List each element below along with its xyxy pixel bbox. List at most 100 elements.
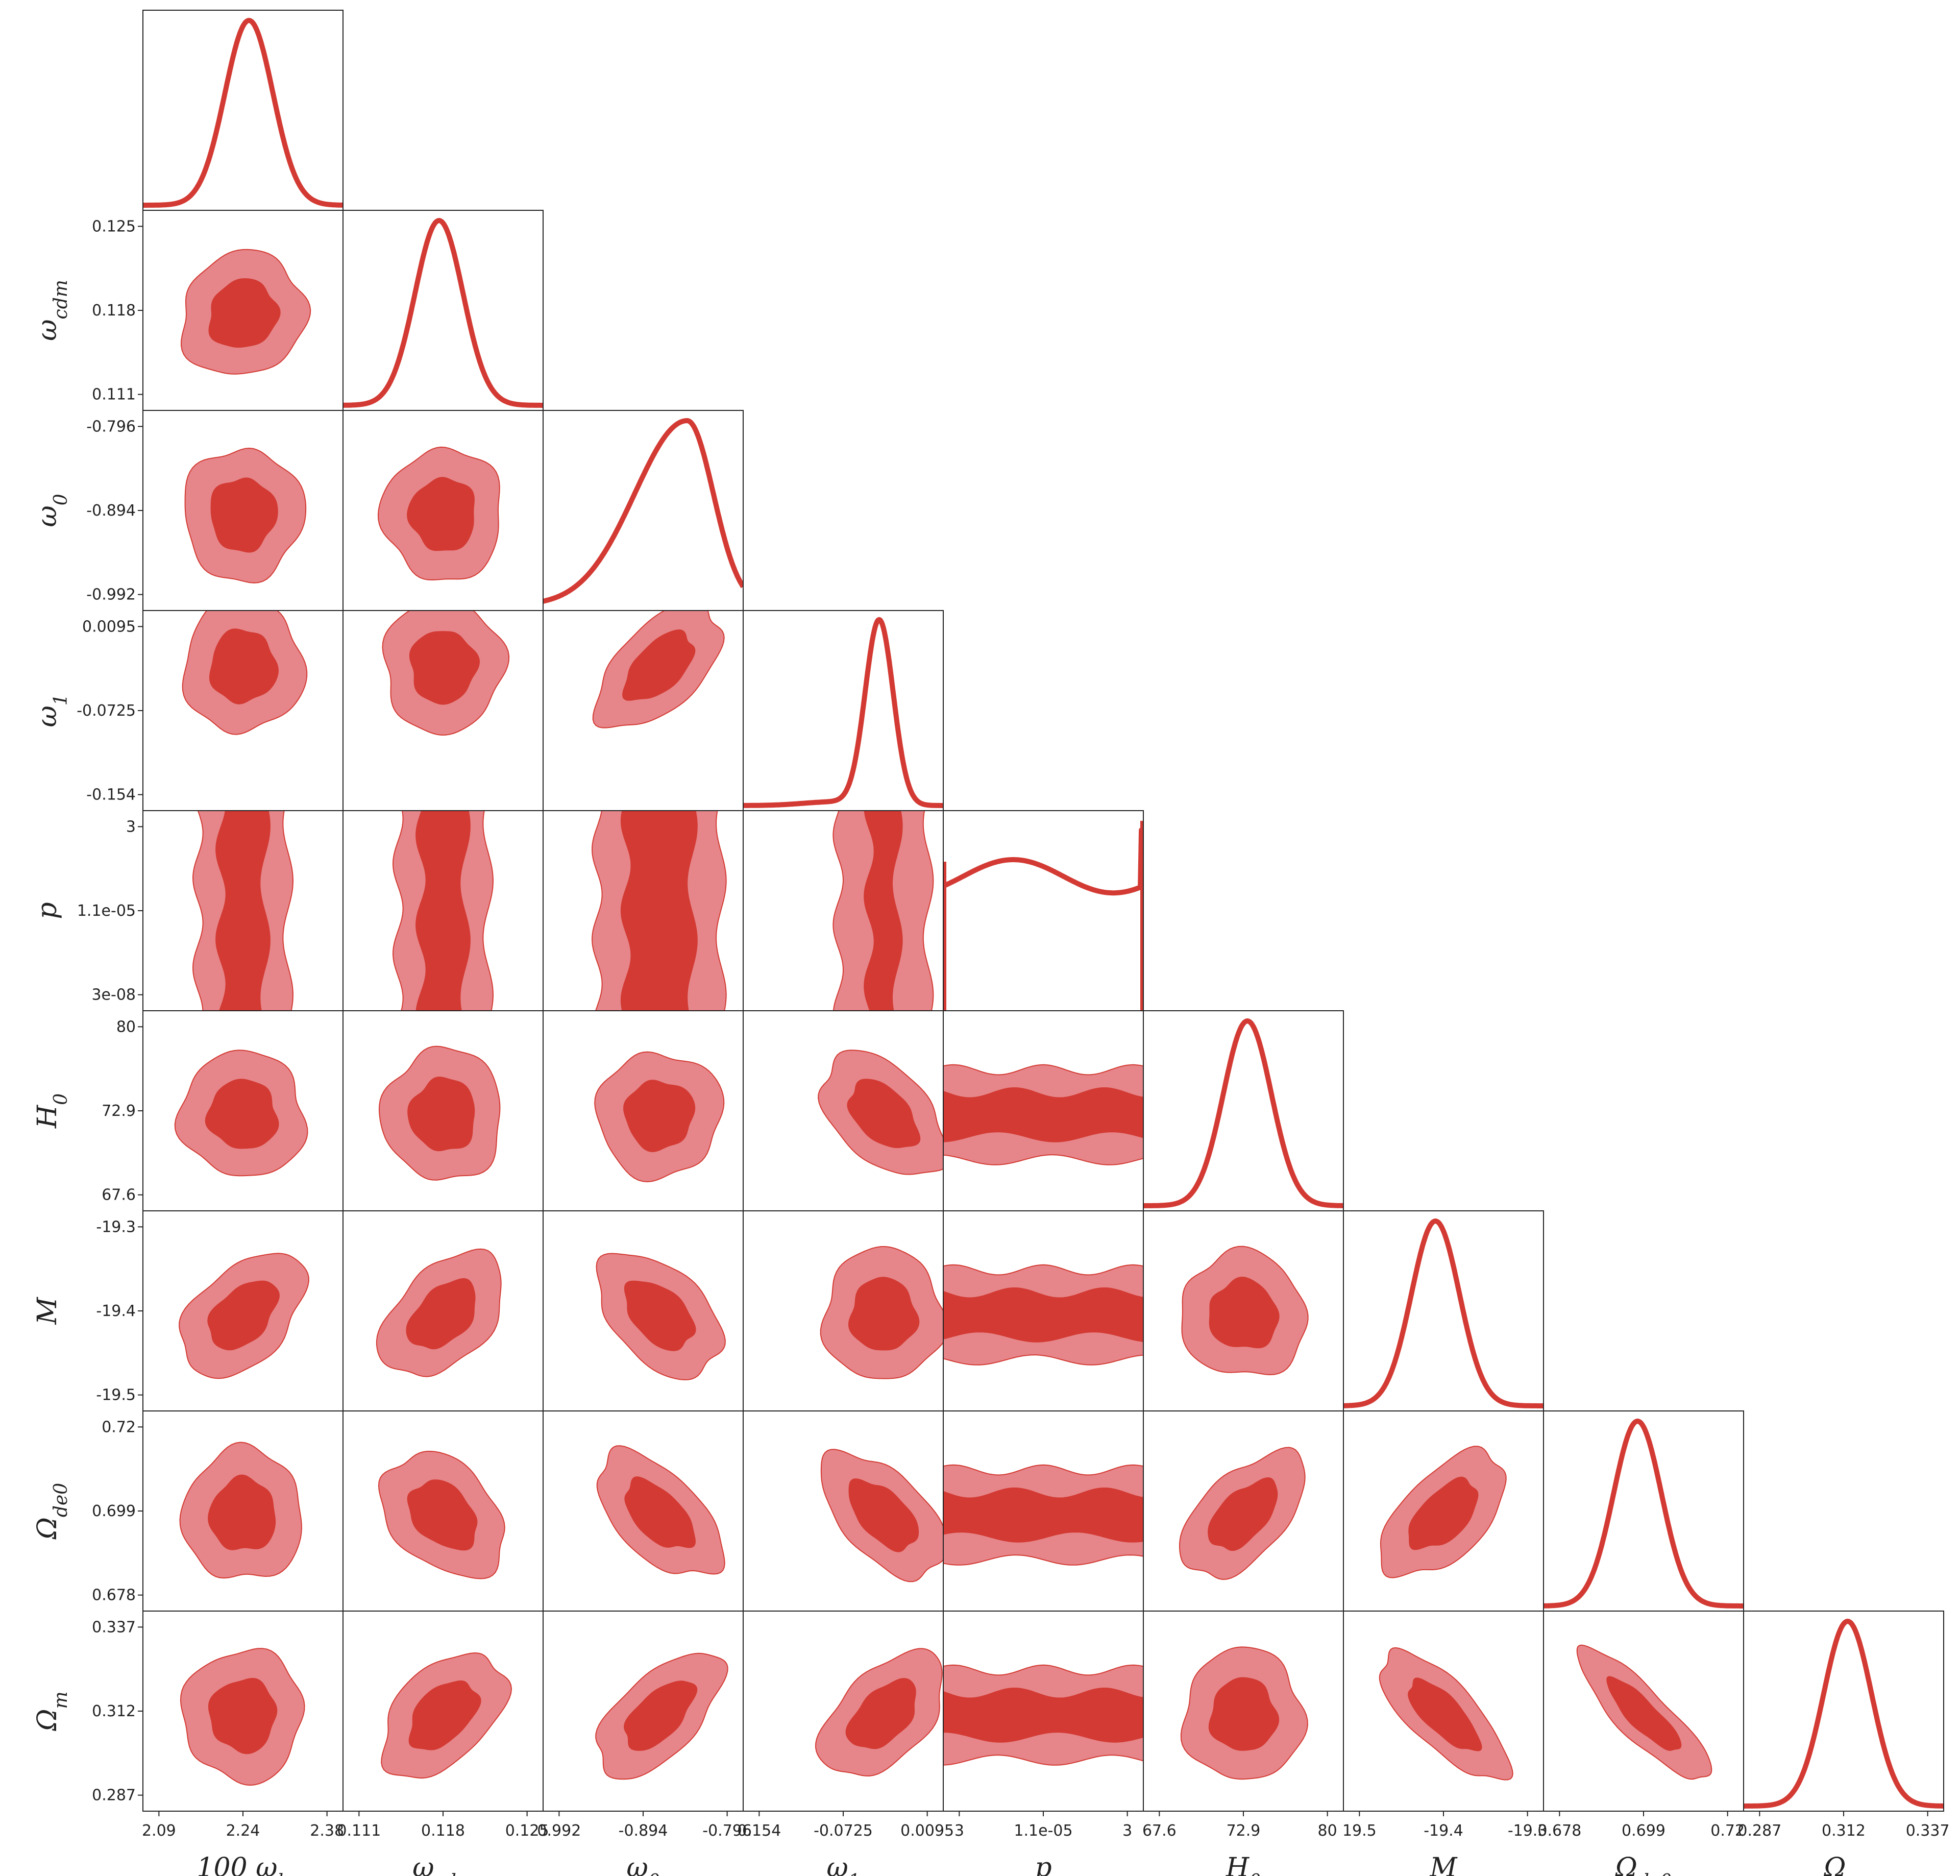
panel-3-3 — [743, 610, 944, 811]
band-inner-4-3 — [864, 811, 903, 1011]
x-tick-label-6-1: -19.4 — [1424, 1822, 1463, 1840]
y-tick-label-7-1: 0.699 — [92, 1502, 136, 1520]
x-tick-label-0-2: 2.38 — [310, 1822, 344, 1840]
contour-inner-3-0 — [209, 628, 279, 704]
y-tick-label-5-2: 80 — [116, 1018, 136, 1036]
y-tick-label-2-1: -0.894 — [86, 502, 136, 520]
contour-inner-6-2 — [624, 1280, 696, 1351]
x-tick-label-8-0: 0.287 — [1737, 1822, 1781, 1840]
panel-7-0 — [142, 1410, 344, 1612]
contour-inner-5-1 — [407, 1076, 475, 1152]
panel-5-5 — [1143, 1010, 1344, 1211]
contour-inner-1-0 — [208, 278, 281, 348]
y-axis-label-1: ωcdm — [32, 280, 71, 341]
panel-7-1 — [342, 1410, 544, 1612]
panel-3-0 — [142, 610, 344, 811]
panel-frame-6-6 — [1343, 1210, 1544, 1411]
marginal-curve-w0 — [543, 418, 743, 604]
panel-1-1 — [342, 210, 544, 411]
contour-inner-8-3 — [845, 1678, 916, 1749]
panel-6-2 — [543, 1210, 744, 1411]
contour-inner-7-5 — [1208, 1477, 1278, 1551]
panel-8-7 — [1543, 1611, 1744, 1812]
x-axis-label-8: Ωm — [1823, 1853, 1863, 1876]
x-axis-label-3: ω1 — [826, 1853, 860, 1876]
panel-6-3 — [743, 1210, 944, 1411]
x-tick-label-0-1: 2.24 — [226, 1822, 260, 1840]
x-tick-label-4-1: 1.1e-05 — [1014, 1822, 1072, 1840]
panel-4-1 — [342, 810, 544, 1011]
x-axis-label-6: M — [1429, 1853, 1458, 1876]
y-tick-label-2-2: -0.796 — [86, 418, 136, 435]
contour-inner-2-1 — [407, 477, 475, 551]
x-tick-label-2-1: -0.894 — [619, 1822, 668, 1840]
panel-6-6 — [1343, 1210, 1544, 1411]
panel-7-2 — [543, 1410, 744, 1612]
marginal-curve-omega_cdm — [343, 218, 543, 408]
y-tick-label-8-1: 0.312 — [92, 1702, 136, 1720]
panel-frame-1-1 — [342, 210, 544, 411]
contour-inner-2-0 — [210, 477, 278, 553]
panel-frame-0-0 — [142, 10, 344, 211]
panel-7-5 — [1143, 1410, 1344, 1612]
y-tick-label-6-1: -19.4 — [96, 1302, 136, 1320]
panel-4-3 — [743, 810, 944, 1011]
panel-8-8 — [1743, 1611, 1944, 1812]
contour-inner-7-6 — [1408, 1476, 1479, 1550]
panel-8-4 — [943, 1611, 1144, 1812]
panel-5-1 — [342, 1010, 544, 1211]
x-axis-label-4: p — [1035, 1853, 1051, 1876]
y-tick-label-3-2: 0.0095 — [82, 618, 136, 636]
contour-inner-6-3 — [848, 1277, 920, 1351]
panel-2-1 — [342, 410, 544, 611]
y-tick-label-3-0: -0.154 — [86, 786, 136, 804]
contour-inner-5-0 — [205, 1079, 279, 1149]
x-tick-label-1-2: 0.125 — [505, 1822, 549, 1840]
y-tick-label-1-2: 0.125 — [92, 217, 136, 235]
panel-7-7 — [1543, 1410, 1744, 1612]
panel-1-0 — [142, 210, 344, 411]
x-tick-label-4-0: 3 — [954, 1822, 964, 1840]
y-tick-label-4-0: 3e-08 — [91, 986, 136, 1004]
band-inner-6-4 — [943, 1287, 1143, 1343]
panel-frame-7-7 — [1543, 1410, 1744, 1612]
x-axis-label-5: H0 — [1226, 1853, 1261, 1876]
x-tick-label-6-2: -19.3 — [1508, 1822, 1548, 1840]
panel-8-6 — [1343, 1611, 1544, 1812]
contour-inner-7-1 — [407, 1479, 478, 1551]
contour-inner-8-1 — [408, 1680, 481, 1750]
panel-8-3 — [743, 1611, 944, 1812]
x-tick-label-2-0: 0.992 — [537, 1822, 581, 1840]
contour-inner-3-2 — [622, 629, 696, 701]
contour-inner-7-3 — [848, 1478, 919, 1552]
y-tick-label-3-1: -0.0725 — [77, 702, 136, 720]
y-axis-label-5: H0 — [32, 1093, 71, 1129]
y-tick-label-6-0: -19.5 — [96, 1386, 136, 1404]
contour-inner-7-2 — [624, 1476, 696, 1548]
y-tick-label-5-1: 72.9 — [102, 1102, 136, 1120]
contour-inner-8-5 — [1208, 1677, 1280, 1751]
contour-inner-8-0 — [208, 1678, 278, 1755]
band-inner-4-0 — [215, 811, 271, 1011]
y-axis-label-2: ω0 — [32, 494, 71, 527]
panel-7-3 — [743, 1410, 944, 1612]
panel-frame-3-3 — [743, 610, 944, 811]
x-axis-label-0: 100 ωb — [197, 1853, 289, 1876]
y-tick-label-5-0: 67.6 — [102, 1186, 136, 1204]
panel-8-0 — [142, 1611, 344, 1812]
y-tick-label-8-0: 0.287 — [92, 1787, 136, 1805]
y-tick-label-7-2: 0.72 — [102, 1418, 136, 1436]
panel-6-1 — [342, 1210, 544, 1411]
x-tick-label-6-0: 19.5 — [1342, 1822, 1377, 1840]
band-inner-7-4 — [943, 1488, 1143, 1543]
y-tick-label-1-1: 0.118 — [92, 302, 136, 320]
y-axis-label-6: M — [32, 1297, 63, 1325]
panel-frame-5-5 — [1143, 1010, 1344, 1211]
panel-4-0 — [142, 810, 344, 1011]
panel-frame-2-2 — [543, 410, 744, 611]
marginal-curve-p — [943, 827, 1143, 896]
x-tick-label-2-2: -0.796 — [702, 1822, 752, 1840]
x-tick-label-1-1: 0.118 — [421, 1822, 465, 1840]
contour-inner-8-6 — [1408, 1677, 1482, 1751]
